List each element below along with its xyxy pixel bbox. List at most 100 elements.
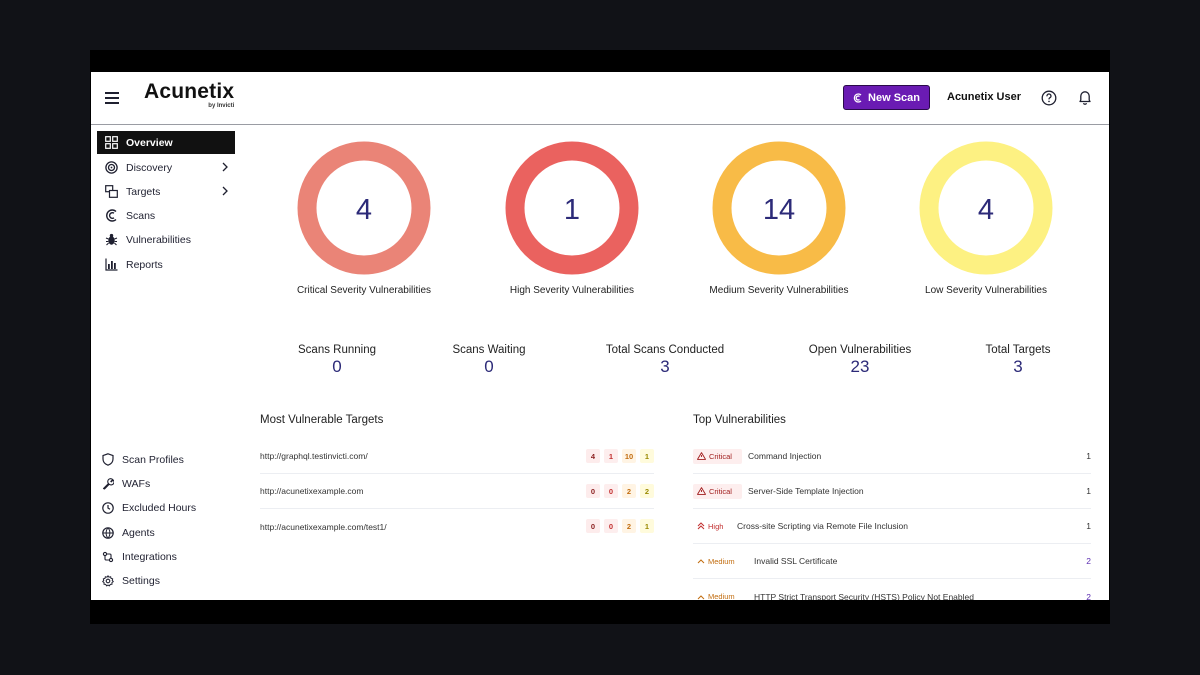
severity-counts: 4 1 10 1 [586,449,654,463]
stat-value: 3 [660,357,670,376]
wrench-icon [101,477,115,491]
help-icon[interactable] [1041,90,1057,106]
stat-open-vulnerabilities[interactable]: Open Vulnerabilities 23 [796,344,924,377]
agent-icon [101,526,115,540]
grid-icon [104,136,118,150]
donut-label: High Severity Vulnerabilities [509,285,635,296]
critical-severity-card[interactable]: 4 Critical Severity Vulnerabilities [274,140,454,296]
high-count: 0 [604,519,618,533]
severity-badge: Critical [693,448,742,464]
sidebar-item-scans[interactable]: Scans [97,204,235,227]
double-chevron-up-icon [697,522,705,530]
sidebar-item-label: Excluded Hours [122,501,197,514]
sidebar-item-vulnerabilities[interactable]: Vulnerabilities [97,228,235,251]
stat-scans-running[interactable]: Scans Running 0 [286,344,388,377]
bug-icon [104,233,118,247]
severity-badge: Medium [693,553,748,569]
chevron-up-icon [697,559,705,564]
target-url: http://acunetixexample.com/test1/ [260,521,387,532]
sidebar-item-excluded-hours[interactable]: Excluded Hours [97,496,235,519]
list-item[interactable]: Critical Server-Side Template Injection … [693,474,1091,509]
shield-icon [101,453,115,467]
sidebar-item-scan-profiles[interactable]: Scan Profiles [97,448,235,471]
low-count: 2 [640,484,654,498]
high-severity-card[interactable]: 1 High Severity Vulnerabilities [482,140,662,296]
sidebar-item-label: Reports [126,258,163,271]
user-menu[interactable]: Acunetix User [947,91,1021,103]
severity-label: High [708,521,724,531]
severity-label: Medium [708,592,735,600]
sidebar-item-label: Vulnerabilities [126,233,191,246]
list-item[interactable]: High Cross-site Scripting via Remote Fil… [693,509,1091,544]
sidebar-item-targets[interactable]: Targets [97,180,235,203]
targets-icon [104,185,118,199]
warning-icon [697,487,706,495]
severity-label: Medium [708,556,735,566]
top-header: Acunetix by Invicti New Scan Acunetix Us… [91,72,1109,125]
sidebar-item-settings[interactable]: Settings [97,569,235,592]
table-row[interactable]: http://graphql.testinvicti.com/ 4 1 10 1 [260,439,654,474]
main-content: 4 Critical Severity Vulnerabilities 1 Hi… [241,126,1109,600]
sidebar-item-label: Agents [122,526,155,539]
logo[interactable]: Acunetix by Invicti [144,80,234,109]
donut-value: 14 [763,194,795,226]
sidebar-item-discovery[interactable]: Discovery [97,156,235,179]
target-icon [104,161,118,175]
table-row[interactable]: http://acunetixexample.com/test1/ 0 0 2 … [260,509,654,544]
list-item[interactable]: Medium HTTP Strict Transport Security (H… [693,579,1091,600]
sidebar-item-label: Scan Profiles [122,453,184,466]
integrations-icon [101,550,115,564]
most-vulnerable-title: Most Vulnerable Targets [260,414,384,426]
sidebar-item-label: Settings [122,574,160,587]
warning-icon [697,452,706,460]
vulnerability-count: 2 [1086,591,1091,601]
stat-scans-waiting[interactable]: Scans Waiting 0 [439,344,539,377]
severity-counts: 0 0 2 1 [586,519,654,533]
menu-icon[interactable] [105,92,119,104]
list-item[interactable]: Critical Command Injection 1 [693,439,1091,474]
sidebar-item-agents[interactable]: Agents [97,521,235,544]
vulnerability-name: Server-Side Template Injection [748,486,864,496]
severity-badge: High [693,518,731,534]
stat-total-targets[interactable]: Total Targets 3 [970,344,1066,377]
severity-label: Critical [709,451,732,461]
vulnerability-count: 2 [1086,556,1091,566]
vulnerability-count: 1 [1086,521,1091,531]
sidebar-item-label: Discovery [126,161,173,174]
stat-total-scans[interactable]: Total Scans Conducted 3 [595,344,735,377]
sidebar-item-reports[interactable]: Reports [97,253,235,276]
severity-badge: Medium [693,589,748,600]
stat-value: 0 [484,357,494,376]
donut-chart: 14 [712,141,846,275]
chevron-right-icon [222,186,228,196]
high-count: 1 [604,449,618,463]
sidebar-item-label: Overview [126,136,173,149]
medium-severity-card[interactable]: 14 Medium Severity Vulnerabilities [689,140,869,296]
new-scan-button[interactable]: New Scan [843,85,930,110]
table-row[interactable]: http://acunetixexample.com 0 0 2 2 [260,474,654,509]
logo-subtext: by Invicti [208,103,235,109]
logo-text: Acunetix [144,80,235,103]
vulnerability-name: HTTP Strict Transport Security (HSTS) Po… [754,591,974,601]
sidebar-item-label: Targets [126,185,161,198]
low-severity-card[interactable]: 4 Low Severity Vulnerabilities [896,140,1076,296]
bell-icon[interactable] [1077,89,1093,106]
scan-icon [853,92,862,103]
screen-frame: Acunetix by Invicti New Scan Acunetix Us… [90,50,1110,624]
donut-value: 4 [356,194,372,226]
vulnerability-name: Cross-site Scripting via Remote File Inc… [737,521,909,531]
sidebar-item-integrations[interactable]: Integrations [97,545,235,568]
list-item[interactable]: Medium Invalid SSL Certificate 2 [693,544,1091,579]
severity-badge: Critical [693,483,742,499]
sidebar-item-overview[interactable]: Overview [97,131,235,154]
sidebar-item-label: Integrations [122,550,177,563]
medium-count: 10 [622,449,636,463]
stat-label: Scans Running [298,344,376,356]
donut-chart: 4 [297,141,431,275]
scan-icon [104,209,118,223]
chevron-up-icon [697,594,705,599]
sidebar-item-wafs[interactable]: WAFs [97,472,235,495]
sidebar-item-label: WAFs [122,477,151,490]
clock-icon [101,501,115,515]
donut-value: 4 [978,194,994,226]
